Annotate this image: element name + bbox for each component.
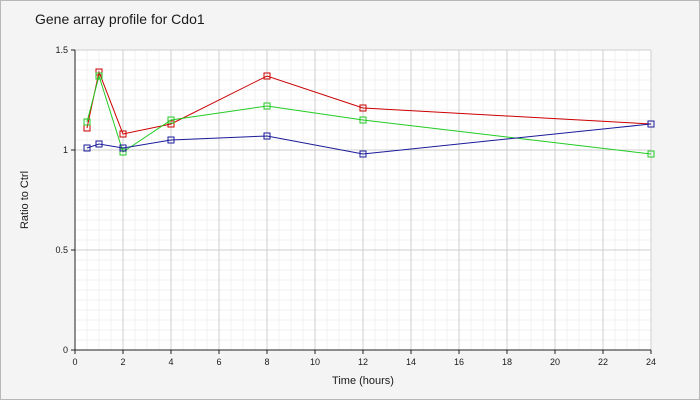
series-line-1	[86, 70, 652, 135]
x-tick-label: 6	[216, 357, 221, 367]
series-2-point	[647, 150, 655, 158]
series-2-point	[263, 102, 271, 110]
series-3-point	[95, 140, 103, 148]
series-2-point	[359, 116, 367, 124]
series-1-point	[359, 104, 367, 112]
x-tick-label: 4	[168, 357, 173, 367]
series-2-point	[83, 118, 91, 126]
x-tick-label: 24	[646, 357, 656, 367]
y-tick-label: 0.5	[55, 245, 68, 255]
y-tick-label: 1	[63, 145, 68, 155]
x-tick-label: 8	[264, 357, 269, 367]
series-1-point	[263, 72, 271, 80]
series-3-point	[83, 144, 91, 152]
series-3-point	[119, 144, 127, 152]
x-tick-label: 0	[72, 357, 77, 367]
x-tick-label: 20	[550, 357, 560, 367]
x-tick-label: 12	[358, 357, 368, 367]
y-ticks: 0 0.5 1 1.5	[55, 45, 75, 355]
x-tick-label: 18	[502, 357, 512, 367]
x-tick-label: 22	[598, 357, 608, 367]
x-axis-label: Time (hours)	[332, 375, 394, 387]
series-line-3	[86, 123, 652, 155]
series-3-point	[647, 120, 655, 128]
series-2-point	[167, 116, 175, 124]
series-2-point	[95, 72, 103, 80]
series-1-point	[167, 120, 175, 128]
x-ticks: 0 2 4 6 8 10 12 14 16 18 20 22 24	[72, 350, 656, 367]
series-3-point	[263, 132, 271, 140]
y-axis-label: Ratio to Ctrl	[19, 171, 31, 229]
y-tick-label: 1.5	[55, 45, 68, 55]
series-layer	[83, 68, 655, 158]
x-tick-label: 10	[310, 357, 320, 367]
series-line-2	[86, 74, 652, 155]
series-2-point	[119, 148, 127, 156]
chart-title: Gene array profile for Cdo1	[35, 11, 205, 27]
x-tick-label: 2	[120, 357, 125, 367]
x-tick-label: 16	[454, 357, 464, 367]
series-3-point	[359, 150, 367, 158]
series-3-point	[167, 136, 175, 144]
x-tick-label: 14	[406, 357, 416, 367]
y-tick-label: 0	[63, 345, 68, 355]
series-1-point	[119, 130, 127, 138]
